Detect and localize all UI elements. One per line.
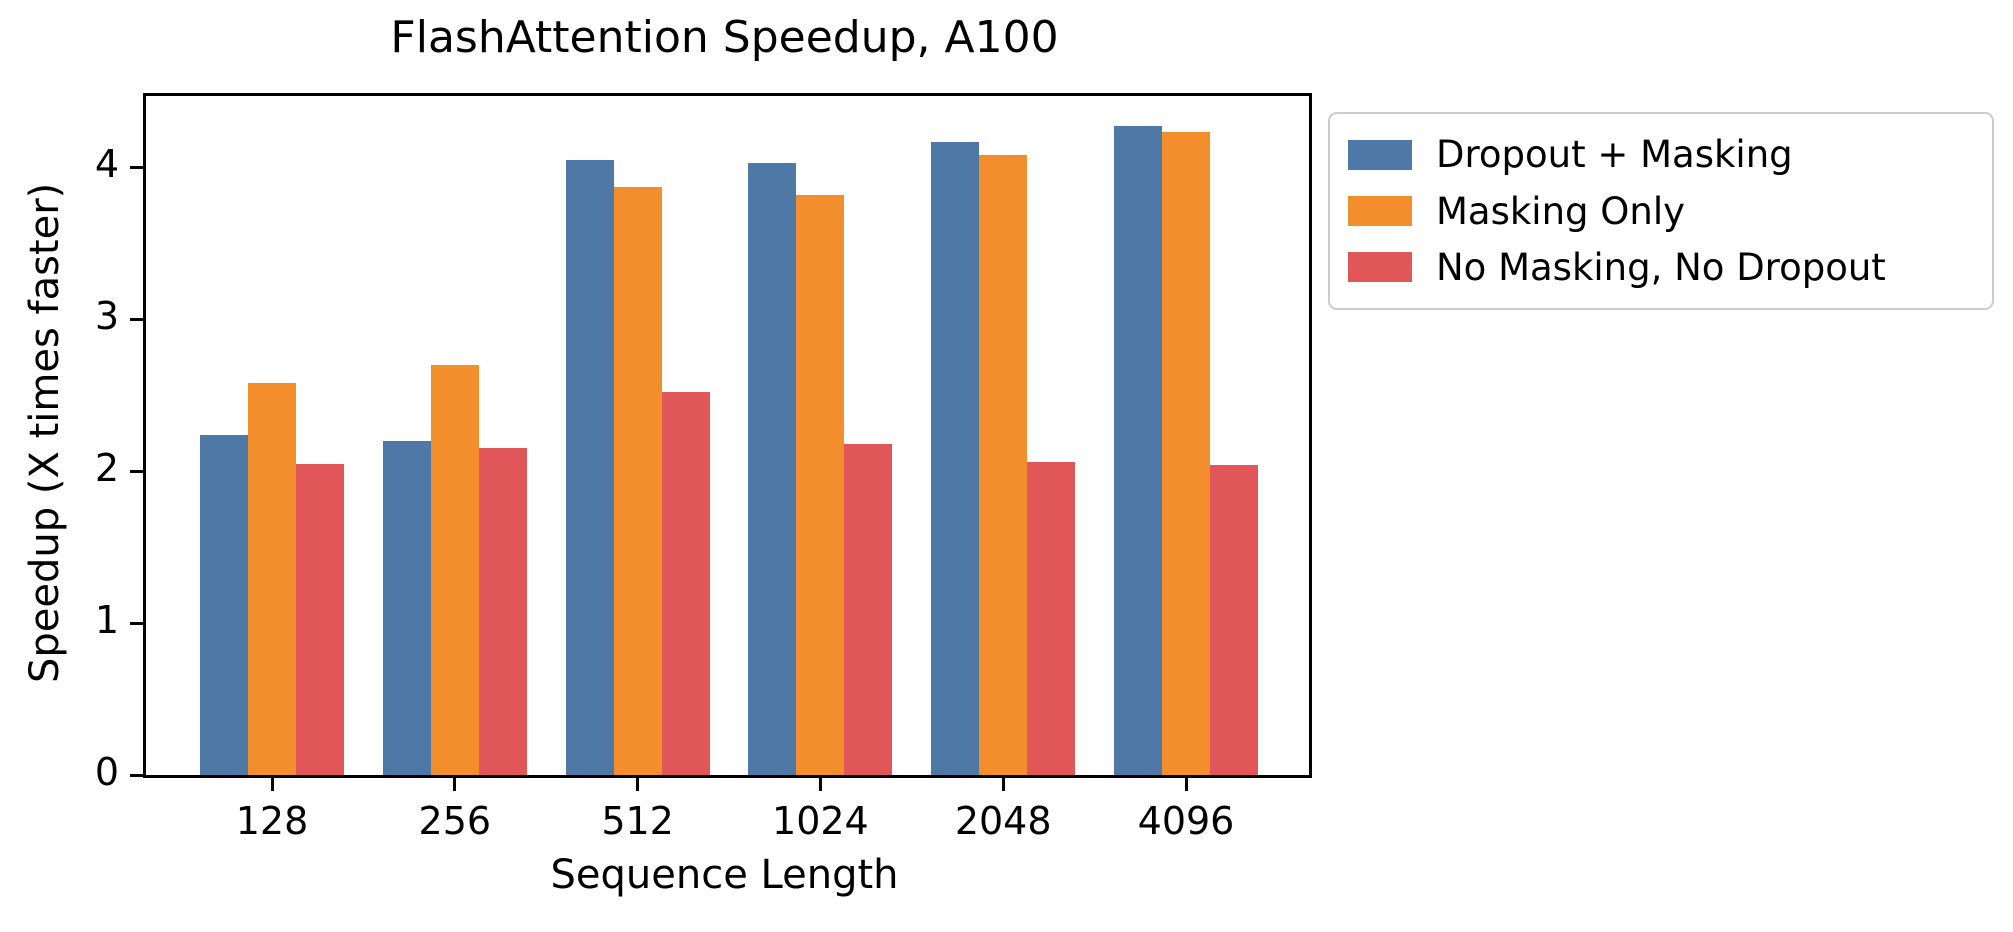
legend: Dropout + Masking Masking Only No Masking,… xyxy=(1328,112,1994,310)
y-axis-label: Speedup (X times faster) xyxy=(22,182,68,683)
legend-item: No Masking, No Dropout xyxy=(1330,246,1992,289)
y-tick-mark xyxy=(130,621,143,625)
bar-dropout-masking-256 xyxy=(382,440,431,775)
y-tick-label: 3 xyxy=(94,294,119,339)
legend-label: Masking Only xyxy=(1436,189,1686,233)
x-tick-label: 2048 xyxy=(954,799,1052,843)
legend-label: Dropout + Masking xyxy=(1436,133,1793,177)
x-tick-label: 256 xyxy=(418,799,492,843)
x-tick-label: 512 xyxy=(601,799,674,843)
bar-dropout-masking-512 xyxy=(565,159,614,775)
x-tick-mark xyxy=(636,778,640,791)
legend-color-patch xyxy=(1348,252,1412,283)
bar-no-masking-no-dropout-128 xyxy=(296,463,344,775)
x-tick-mark xyxy=(270,778,274,791)
y-tick-mark xyxy=(130,469,143,473)
legend-color-patch xyxy=(1348,139,1412,170)
bar-dropout-masking-128 xyxy=(200,434,248,775)
bar-masking-only-256 xyxy=(430,364,479,775)
x-tick-mark xyxy=(818,778,822,791)
y-tick-mark xyxy=(130,317,143,321)
bar-dropout-masking-2048 xyxy=(931,141,980,775)
x-tick-mark xyxy=(1001,778,1005,791)
x-tick-mark xyxy=(453,778,457,791)
bar-dropout-masking-1024 xyxy=(748,162,797,775)
x-axis-label: Sequence Length xyxy=(550,852,899,898)
y-tick-mark xyxy=(130,773,143,777)
bar-masking-only-128 xyxy=(248,383,296,775)
bar-masking-only-4096 xyxy=(1162,132,1210,775)
bar-no-masking-no-dropout-2048 xyxy=(1027,462,1076,775)
bar-masking-only-1024 xyxy=(796,194,845,775)
bar-no-masking-no-dropout-1024 xyxy=(844,443,893,775)
x-tick-label: 128 xyxy=(235,799,309,843)
y-tick-label: 1 xyxy=(94,598,119,643)
x-tick-label: 4096 xyxy=(1137,799,1235,843)
y-tick-label: 2 xyxy=(94,446,119,491)
plot-area: 128 256 512 1024 2048 4096 xyxy=(130,93,1312,840)
bar-masking-only-512 xyxy=(613,187,662,775)
y-tick-mark xyxy=(130,165,143,169)
legend-item: Masking Only xyxy=(1330,190,1992,233)
chart-title: FlashAttention Speedup, A100 xyxy=(390,12,1059,63)
x-tick-label: 1024 xyxy=(772,799,869,843)
bar-masking-only-2048 xyxy=(979,155,1028,775)
bar-no-masking-no-dropout-256 xyxy=(478,448,527,775)
legend-label: No Masking, No Dropout xyxy=(1436,245,1886,289)
bar-no-masking-no-dropout-512 xyxy=(661,392,710,775)
bar-no-masking-no-dropout-4096 xyxy=(1210,465,1258,775)
y-tick-label: 4 xyxy=(94,142,119,187)
bar-dropout-masking-4096 xyxy=(1114,126,1162,775)
legend-item: Dropout + Masking xyxy=(1330,133,1992,176)
x-tick-mark xyxy=(1184,778,1188,791)
legend-color-patch xyxy=(1348,196,1412,226)
y-tick-label: 0 xyxy=(94,750,119,794)
